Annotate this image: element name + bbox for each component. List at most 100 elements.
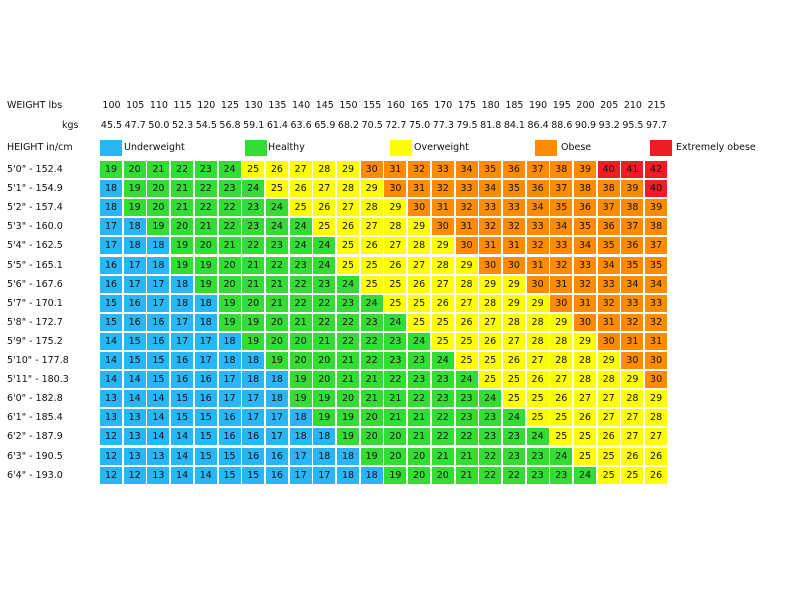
bmi-cell: 30	[550, 294, 573, 312]
weight-lbs-label: 130	[244, 100, 263, 111]
bmi-cell: 23	[384, 352, 407, 369]
bmi-cell: 35	[502, 180, 525, 198]
bmi-cell: 16	[100, 256, 122, 274]
bmi-cell: 20	[242, 294, 265, 312]
bmi-cell: 22	[194, 180, 217, 198]
weight-kgs-label: 65.9	[314, 120, 336, 131]
weight-kgs-label: 88.6	[551, 120, 573, 131]
bmi-cell: 34	[526, 199, 549, 217]
bmi-cell: 28	[550, 332, 573, 350]
bmi-cell: 14	[100, 332, 122, 350]
bmi-cell: 25	[526, 409, 549, 427]
bmi-cell: 27	[289, 161, 312, 178]
weight-kgs-label: 54.5	[195, 120, 217, 131]
weight-kgs-label: 95.5	[622, 120, 644, 131]
bmi-cell: 32	[408, 161, 431, 178]
bmi-cell: 15	[100, 294, 122, 312]
bmi-cell: 18	[171, 275, 194, 293]
weight-kgs-label: 86.4	[527, 120, 549, 131]
bmi-cell: 27	[597, 390, 620, 408]
bmi-cell: 21	[218, 237, 241, 255]
bmi-cell: 29	[384, 199, 407, 217]
bmi-cell: 23	[479, 409, 502, 427]
bmi-cell: 17	[147, 275, 170, 293]
bmi-cell: 16	[147, 332, 170, 350]
bmi-cell: 28	[502, 313, 525, 331]
bmi-cell: 38	[550, 161, 573, 178]
weight-kgs-label: 70.5	[361, 120, 383, 131]
bmi-cell: 24	[502, 409, 525, 427]
bmi-cell: 25	[360, 275, 383, 293]
bmi-cell: 20	[384, 447, 407, 465]
bmi-cell: 24	[384, 313, 407, 331]
bmi-cell: 29	[408, 218, 431, 236]
height-row-label: 6'3" - 190.5	[7, 450, 63, 462]
bmi-cell: 25	[455, 332, 478, 350]
bmi-cell: 27	[479, 313, 502, 331]
bmi-cell: 14	[100, 352, 122, 369]
weight-kgs-label: 56.8	[219, 120, 241, 131]
bmi-cell: 17	[100, 237, 122, 255]
bmi-cell: 22	[360, 332, 383, 350]
bmi-cell: 31	[384, 161, 407, 178]
height-row-label: 6'4" - 193.0	[7, 469, 63, 481]
bmi-cell: 32	[431, 180, 454, 198]
bmi-cell: 15	[147, 352, 170, 369]
bmi-cell: 31	[431, 199, 454, 217]
bmi-cell: 30	[479, 256, 502, 274]
bmi-cell: 20	[408, 447, 431, 465]
bmi-cell: 32	[502, 218, 525, 236]
bmi-cell: 16	[100, 275, 122, 293]
weight-kgs-label: 77.3	[432, 120, 454, 131]
bmi-cell: 18	[218, 332, 241, 350]
bmi-cell: 33	[550, 237, 573, 255]
bmi-cell: 28	[455, 275, 478, 293]
bmi-cell: 19	[289, 371, 312, 389]
bmi-cell: 34	[550, 218, 573, 236]
bmi-cell: 20	[147, 180, 170, 198]
bmi-cell: 21	[455, 447, 478, 465]
bmi-cell: 23	[455, 409, 478, 427]
bmi-cell: 26	[289, 180, 312, 198]
bmi-cell: 19	[194, 275, 217, 293]
bmi-cell: 18	[265, 371, 288, 389]
bmi-cell: 25	[574, 428, 596, 446]
bmi-cell: 26	[479, 332, 502, 350]
bmi-cell: 33	[597, 275, 620, 293]
legend-swatch-overweight	[390, 140, 412, 156]
height-row-label: 5'0" - 152.4	[7, 164, 63, 175]
bmi-cell: 14	[147, 409, 170, 427]
bmi-cell: 27	[574, 390, 596, 408]
bmi-cell: 33	[431, 161, 454, 178]
bmi-cell: 19	[218, 313, 241, 331]
weight-lbs-label: 215	[647, 100, 666, 111]
bmi-cell: 16	[265, 447, 288, 465]
bmi-cell: 28	[597, 371, 620, 389]
bmi-cell: 14	[147, 390, 170, 408]
bmi-cell: 17	[194, 332, 217, 350]
bmi-cell: 19	[123, 199, 146, 217]
bmi-cell: 29	[574, 332, 596, 350]
bmi-cell: 27	[502, 332, 525, 350]
bmi-cell: 17	[313, 466, 336, 484]
bmi-cell: 24	[265, 218, 288, 236]
bmi-cell: 38	[597, 180, 620, 198]
bmi-cell: 23	[242, 218, 265, 236]
bmi-cell: 31	[408, 180, 431, 198]
legend-swatch-healthy	[245, 140, 267, 156]
bmi-cell: 21	[289, 313, 312, 331]
bmi-cell: 26	[526, 371, 549, 389]
bmi-cell: 15	[123, 332, 146, 350]
bmi-cell: 19	[147, 218, 170, 236]
bmi-cell: 19	[218, 294, 241, 312]
bmi-cell: 16	[218, 428, 241, 446]
bmi-cell: 19	[242, 313, 265, 331]
bmi-cell: 20	[265, 313, 288, 331]
bmi-cell: 16	[194, 371, 217, 389]
bmi-cell: 28	[337, 180, 359, 198]
bmi-cell: 23	[218, 180, 241, 198]
bmi-cell: 32	[597, 294, 620, 312]
bmi-cell: 19	[100, 161, 122, 178]
bmi-cell: 33	[526, 218, 549, 236]
height-row-label: 5'7" - 170.1	[7, 297, 63, 309]
